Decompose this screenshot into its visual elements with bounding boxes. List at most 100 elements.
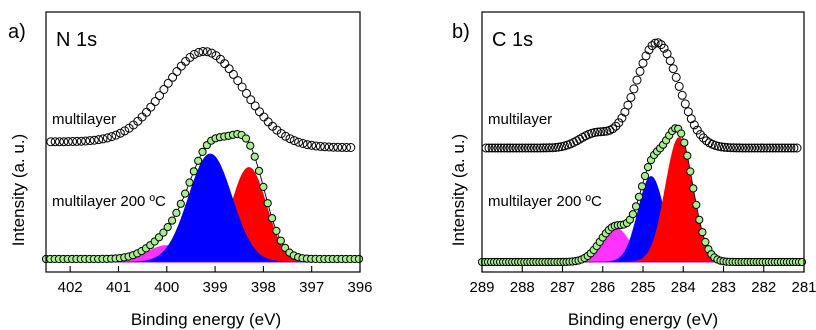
panel-a-ylabel: Intensity (a. u.) xyxy=(9,134,28,246)
panel-b-data-point-multilayer xyxy=(680,99,690,109)
panel-a: a) Intensity (a. u.) N 1s multilayer mul… xyxy=(8,11,373,329)
panel-b-data-point-multilayer xyxy=(590,128,600,137)
panel-b-xtick-label: 286 xyxy=(590,279,615,296)
panel-a-data-point-multilayer xyxy=(311,141,321,151)
panel-b-data-point-multilayer xyxy=(777,143,787,153)
panel-b-data-point-200C xyxy=(701,237,710,247)
panel-a-data-point-multilayer xyxy=(172,67,182,76)
panel-b-data-point-multilayer xyxy=(629,84,639,94)
panel-a-data-point-multilayer xyxy=(198,47,208,56)
panel-a-data-point-multilayer xyxy=(250,101,260,111)
panel-b-data-point-200C xyxy=(677,129,686,138)
panel-b-data-point-multilayer xyxy=(493,143,503,153)
panel-a-data-point-multilayer xyxy=(107,132,117,142)
panel-b-data-point-multilayer xyxy=(496,143,506,153)
panel-a-xtick-label: 400 xyxy=(154,279,179,296)
panel-b-xtick-label: 287 xyxy=(550,279,575,296)
panel-b-data-point-multilayer xyxy=(641,51,651,61)
panel-b-data-point-multilayer xyxy=(774,143,784,153)
panel-a-label: a) xyxy=(8,21,26,43)
panel-a-data-point-multilayer xyxy=(233,76,243,86)
panel-a-data-point-multilayer xyxy=(342,143,351,152)
panel-b-xtick-label: 288 xyxy=(510,279,535,296)
panel-a-data-point-multilayer xyxy=(220,59,230,69)
panel-b-data-point-multilayer xyxy=(756,143,766,153)
panel-a-xtick-label: 402 xyxy=(58,279,83,296)
panel-a-data-point-multilayer xyxy=(85,136,95,146)
panel-a-data-point-multilayer xyxy=(63,137,73,147)
panel-b-data-point-multilayer xyxy=(744,143,754,153)
panel-b-data-point-multilayer xyxy=(750,143,760,153)
panel-b-data-point-200C xyxy=(680,138,689,147)
panel-a-data-point-200C xyxy=(176,199,185,208)
panel-b-data-point-multilayer xyxy=(780,143,790,153)
panel-b-data-point-multilayer xyxy=(732,143,742,153)
panel-b-data-point-200C xyxy=(689,184,698,193)
panel-b-data-point-200C xyxy=(628,210,638,219)
panel-b-data-point-200C xyxy=(695,215,704,224)
panel-b-data-point-200C xyxy=(698,228,707,237)
panel-a-data-point-200C xyxy=(181,189,190,198)
panel-b-title: C 1s xyxy=(492,29,533,51)
panel-a-data-point-multilayer xyxy=(142,107,151,117)
panel-b-xtick-label: 281 xyxy=(791,279,816,296)
panel-a-data-point-multilayer xyxy=(324,142,334,152)
panel-b-xtick-label: 285 xyxy=(630,279,655,296)
panel-a-data-point-multilayer xyxy=(202,47,212,57)
panel-a-data-point-multilayer xyxy=(228,69,238,79)
panel-a-frame xyxy=(45,11,361,273)
panel-b-xtick-label: 282 xyxy=(751,279,776,296)
panel-a-data-point-multilayer xyxy=(68,137,78,146)
panel-a-plot-area xyxy=(41,47,364,264)
panel-a-data-point-multilayer xyxy=(50,137,60,147)
panel-a-data-point-multilayer xyxy=(346,143,356,152)
panel-b-data-point-multilayer xyxy=(635,66,645,76)
panel-b-data-point-multilayer xyxy=(499,143,509,153)
panel-b-data-point-multilayer xyxy=(789,143,799,153)
panel-b-data-point-multilayer xyxy=(723,143,732,152)
panel-a-data-point-200C xyxy=(268,214,277,223)
panel-b-data-point-multilayer xyxy=(541,143,551,153)
panel-b-data-point-multilayer xyxy=(659,43,669,53)
panel-b-label: b) xyxy=(452,21,470,43)
panel-b-data-point-multilayer xyxy=(526,143,536,153)
panel-a-data-point-multilayer xyxy=(337,142,347,152)
panel-b-data-point-multilayer xyxy=(738,143,748,153)
panel-b-data-point-200C xyxy=(692,200,701,209)
panel-a-data-point-multilayer xyxy=(328,142,338,152)
panel-b-annotation-multilayer-200: multilayer 200 ºC xyxy=(488,193,602,210)
panel-b-data-point-multilayer xyxy=(786,143,796,153)
panel-b-annotation-multilayer: multilayer xyxy=(488,111,552,128)
panel-b-data-point-multilayer xyxy=(575,134,585,144)
panel-a-data-point-multilayer xyxy=(194,47,204,57)
panel-b-data-point-multilayer xyxy=(535,143,545,153)
panel-b-data-point-multilayer xyxy=(726,143,735,153)
panel-a-data-point-multilayer xyxy=(298,139,308,148)
panel-a-data-point-multilayer xyxy=(294,137,304,147)
panel-a-data-point-200C xyxy=(254,166,264,175)
panel-a-data-point-multilayer xyxy=(242,88,251,98)
panel-a-data-point-200C xyxy=(163,223,172,232)
panel-b-data-point-multilayer xyxy=(720,142,729,152)
panel-b-data-point-multilayer xyxy=(532,143,542,153)
panel-b-data-point-multilayer xyxy=(668,64,678,74)
panel-b-data-point-multilayer xyxy=(647,41,657,51)
panel-a-data-point-200C xyxy=(246,141,255,150)
panel-a-data-point-multilayer xyxy=(263,117,273,127)
panel-b-data-point-multilayer xyxy=(547,143,557,153)
panel-b-data-point-multilayer xyxy=(735,143,745,153)
panel-a-data-point-multilayer xyxy=(333,142,343,152)
panel-b-xtick-label: 283 xyxy=(711,279,736,296)
panel-a-data-point-200C xyxy=(263,199,272,208)
panel-a-data-point-multilayer xyxy=(302,140,312,150)
panel-b-data-point-multilayer xyxy=(596,127,606,137)
panel-a-data-point-200C xyxy=(159,228,168,237)
panel-b-data-point-200C xyxy=(637,182,647,191)
panel-a-data-point-multilayer xyxy=(159,85,169,94)
panel-b-data-point-multilayer xyxy=(511,143,521,153)
panel-a-data-point-multilayer xyxy=(55,137,64,147)
panel-b-data-point-multilayer xyxy=(671,72,681,82)
panel-b-data-point-multilayer xyxy=(617,113,627,123)
panel-b-data-point-200C xyxy=(686,167,695,176)
